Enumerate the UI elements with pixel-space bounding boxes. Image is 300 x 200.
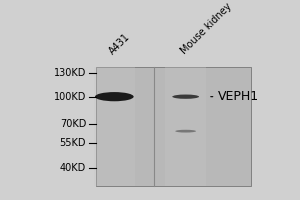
- Text: A431: A431: [107, 31, 132, 56]
- Bar: [165, 67, 206, 186]
- Text: VEPH1: VEPH1: [211, 90, 260, 103]
- Bar: [97, 67, 251, 186]
- Bar: [94, 67, 135, 186]
- Text: 130KD: 130KD: [54, 68, 86, 78]
- Ellipse shape: [175, 130, 196, 133]
- Text: 100KD: 100KD: [54, 92, 86, 102]
- Text: 55KD: 55KD: [60, 138, 86, 148]
- Text: Mouse kidney: Mouse kidney: [178, 1, 233, 56]
- Text: 70KD: 70KD: [60, 119, 86, 129]
- Ellipse shape: [172, 95, 199, 99]
- Ellipse shape: [95, 92, 134, 101]
- Text: 40KD: 40KD: [60, 163, 86, 173]
